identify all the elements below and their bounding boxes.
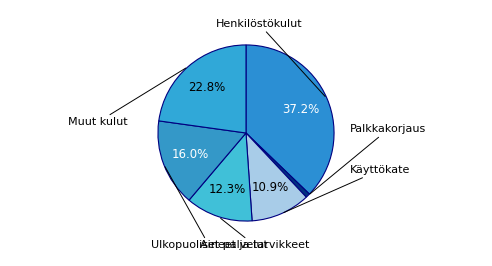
- Wedge shape: [246, 133, 307, 221]
- Wedge shape: [246, 133, 309, 197]
- Text: 16.0%: 16.0%: [171, 148, 209, 161]
- Wedge shape: [158, 121, 246, 200]
- Text: 22.8%: 22.8%: [188, 81, 225, 94]
- Text: Ulkopuoliset palvelut: Ulkopuoliset palvelut: [151, 167, 268, 250]
- Text: Muut kulut: Muut kulut: [67, 68, 186, 127]
- Text: Aineet ja tarvikkeet: Aineet ja tarvikkeet: [200, 218, 309, 250]
- Text: Käyttökate: Käyttökate: [284, 165, 410, 213]
- Text: 10.9%: 10.9%: [251, 181, 289, 194]
- Wedge shape: [246, 45, 334, 194]
- Wedge shape: [189, 133, 252, 221]
- Text: 37.2%: 37.2%: [282, 103, 320, 116]
- Text: 12.3%: 12.3%: [209, 183, 246, 196]
- Text: Henkilöstökulut: Henkilöstökulut: [216, 19, 325, 97]
- Wedge shape: [159, 45, 246, 133]
- Text: Palkkakorjaus: Palkkakorjaus: [310, 124, 426, 194]
